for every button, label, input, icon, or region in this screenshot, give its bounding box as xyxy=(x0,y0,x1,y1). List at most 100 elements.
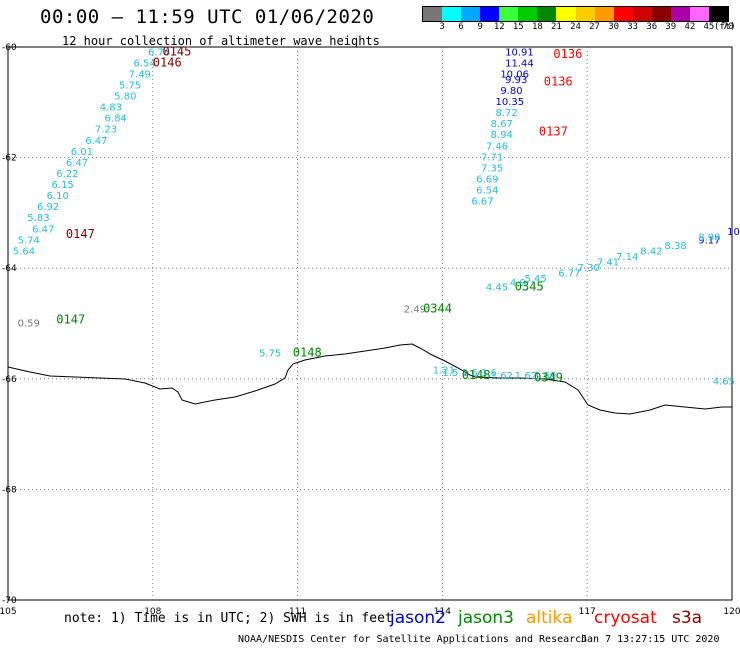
wave-height-value: 7.35 xyxy=(481,163,503,174)
map-tick-labels: 105 108 111 114 117 120 -60 -62 -64 -66 -68 -70 xyxy=(0,43,740,617)
wave-height-value: 7.23 xyxy=(95,125,117,136)
wave-height-value: 7.71 xyxy=(481,152,503,163)
wave-height-value: 5.83 xyxy=(27,213,49,224)
wave-height-value: 4.9 xyxy=(510,278,526,289)
colorbar-swatch xyxy=(480,7,500,21)
pass-time-label: 0136 xyxy=(544,75,573,89)
wave-height-value: 7.30 xyxy=(578,263,600,274)
wave-height-value: 1.62 xyxy=(515,371,537,382)
map-frame xyxy=(7,46,733,601)
wave-height-value: 7.49 xyxy=(129,69,151,80)
wave-height-value: 8.38 xyxy=(664,241,686,252)
colorbar-label: 12 xyxy=(493,22,505,32)
wave-height-value: 6.54 xyxy=(476,186,498,197)
pass-time-label: 0349 xyxy=(534,371,563,385)
colorbar xyxy=(422,6,729,22)
wave-height-value: 11.44 xyxy=(505,58,534,69)
colorbar-label: 24 xyxy=(570,22,581,32)
lat-tick-label: -66 xyxy=(2,375,17,385)
wave-height-value: 6.69 xyxy=(476,174,498,185)
wave-height-value: 10.35 xyxy=(495,97,524,108)
wave-height-value: 5.45 xyxy=(524,274,546,285)
wave-height-value: 8.72 xyxy=(495,108,517,119)
satellite-legend-jason2: jason2 xyxy=(390,608,446,628)
colorbar-label: 27 xyxy=(589,22,600,32)
wave-height-value: 6.22 xyxy=(56,169,78,180)
lon-tick-label: 117 xyxy=(579,607,596,617)
lon-tick-label: 114 xyxy=(434,607,451,617)
wave-height-value: 2.49 xyxy=(404,304,426,315)
colorbar-label: 18 xyxy=(531,22,543,32)
pass-time-label: 0136 xyxy=(553,47,582,61)
wave-height-value: 6.47 xyxy=(32,224,54,235)
pass-time-label: 0344 xyxy=(423,301,452,315)
pass-time-label: 0145 xyxy=(162,44,191,58)
wave-height-value: 9.17 xyxy=(698,235,720,246)
pass-time-label: 0345 xyxy=(515,279,544,293)
colorbar-swatch xyxy=(689,7,709,21)
wave-height-value: 5.74 xyxy=(18,235,40,246)
wave-height-value: 6.10 xyxy=(47,191,69,202)
colorbar-unit: (ft) xyxy=(714,22,736,32)
colorbar-swatch xyxy=(499,7,519,21)
wave-height-value: 1.69 xyxy=(534,371,556,382)
page-subtitle: 12 hour collection of altimeter wave hei… xyxy=(62,34,380,48)
wave-height-value: 6.47 xyxy=(85,136,107,147)
wave-height-value: 6.15 xyxy=(51,180,73,191)
wave-height-value: 1.62 xyxy=(491,371,513,382)
colorbar-label: 42 xyxy=(684,22,696,32)
colorbar-label: 70 xyxy=(722,22,734,32)
wave-height-value: 10.91 xyxy=(505,47,534,58)
wave-height-value: 5.75 xyxy=(119,80,141,91)
wave-height-value: 1.21 xyxy=(433,365,455,376)
colorbar-swatch xyxy=(670,7,690,21)
colorbar-swatch xyxy=(461,7,481,21)
lon-tick-label: 111 xyxy=(289,607,306,617)
lat-tick-label: -68 xyxy=(2,485,17,495)
pass-time-label: 0146 xyxy=(153,55,182,69)
colorbar-label: 15 xyxy=(512,22,524,32)
wave-height-value: 5.80 xyxy=(114,92,136,103)
wave-height-value: 9.93 xyxy=(505,75,527,86)
lat-tick-label: -62 xyxy=(2,154,17,164)
colorbar-label: 3 xyxy=(439,22,445,32)
coastline xyxy=(7,343,732,415)
pass-time-label: 0137 xyxy=(539,124,568,138)
wave-height-value: 6.84 xyxy=(105,114,127,125)
wave-height-value: 4.45 xyxy=(486,282,508,293)
page-title: 00:00 – 11:59 UTC 01/06/2020 xyxy=(40,6,375,28)
wave-height-value: 10.06 xyxy=(500,69,529,80)
wave-height-value: 7.41 xyxy=(597,257,619,268)
colorbar-swatch xyxy=(594,7,614,21)
wave-height-value: 6.92 xyxy=(37,202,59,213)
wave-height-value: 1.6 xyxy=(481,368,497,379)
colorbar-label: 9 xyxy=(477,22,483,32)
satellite-legend-jason3: jason3 xyxy=(458,608,514,628)
colorbar-label: 39 xyxy=(665,22,677,32)
wave-height-value: 6.01 xyxy=(71,147,93,158)
colorbar-swatch xyxy=(708,7,728,21)
wave-height-value: 6.47 xyxy=(66,158,88,169)
satellite-legend-cryosat: cryosat xyxy=(594,608,657,628)
wave-height-value: 6.76 xyxy=(148,47,170,58)
satellite-legend-altika: altika xyxy=(526,608,573,628)
wave-height-value: 8.42 xyxy=(640,246,662,257)
wave-height-value: 7.14 xyxy=(616,252,638,263)
credit-text: NOAA/NESDIS Center for Satellite Applica… xyxy=(238,634,588,645)
lat-tick-label: -60 xyxy=(2,43,17,53)
lat-tick-label: -70 xyxy=(2,596,17,606)
colorbar-label: 30 xyxy=(608,22,620,32)
colorbar-swatch xyxy=(423,7,443,21)
wave-height-value: 6.77 xyxy=(558,268,580,279)
lon-tick-label: 105 xyxy=(0,607,17,617)
map-grid xyxy=(7,46,733,601)
colorbar-swatch xyxy=(537,7,557,21)
timestamp: Jan 7 13:27:15 UTC 2020 xyxy=(581,634,720,645)
colorbar-swatch xyxy=(632,7,652,21)
wave-height-points: 6.546.767.495.755.804.836.847.236.476.01… xyxy=(13,47,740,387)
colorbar-label: 33 xyxy=(627,22,639,32)
wave-height-value: 8.67 xyxy=(491,119,513,130)
colorbar-swatch xyxy=(556,7,576,21)
colorbar-label: 45 xyxy=(703,22,715,32)
